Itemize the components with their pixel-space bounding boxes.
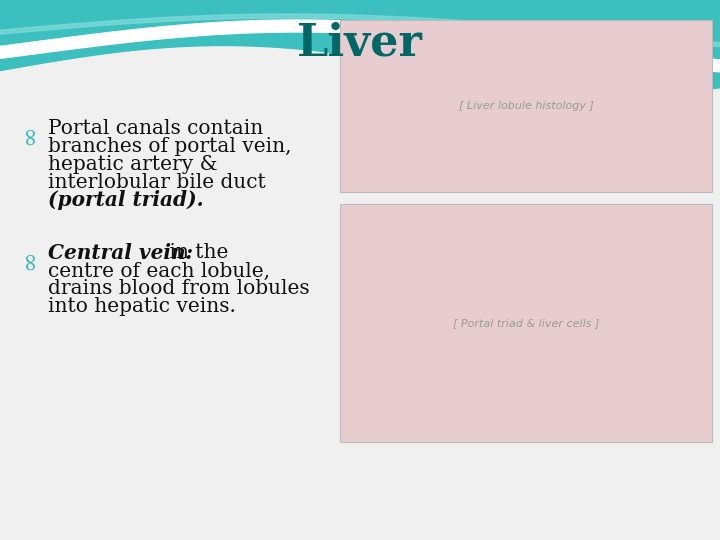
FancyBboxPatch shape <box>340 20 712 192</box>
Text: Central vein:: Central vein: <box>48 243 193 263</box>
Text: branches of portal vein,: branches of portal vein, <box>48 137 292 156</box>
Text: Portal canals contain: Portal canals contain <box>48 118 264 138</box>
Text: ∞: ∞ <box>19 125 42 145</box>
Text: (portal triad).: (portal triad). <box>48 190 204 210</box>
Text: centre of each lobule,: centre of each lobule, <box>48 261 270 280</box>
Text: into hepatic veins.: into hepatic veins. <box>48 298 236 316</box>
Text: [ Liver lobule histology ]: [ Liver lobule histology ] <box>459 101 593 111</box>
Text: Liver: Liver <box>297 22 423 64</box>
Text: [ Portal triad & liver cells ]: [ Portal triad & liver cells ] <box>453 318 599 328</box>
Text: hepatic artery &: hepatic artery & <box>48 154 217 173</box>
Text: ∞: ∞ <box>19 249 42 271</box>
FancyBboxPatch shape <box>340 204 712 442</box>
Text: interlobular bile duct: interlobular bile duct <box>48 172 266 192</box>
Text: drains blood from lobules: drains blood from lobules <box>48 280 310 299</box>
Text: in the: in the <box>163 244 228 262</box>
